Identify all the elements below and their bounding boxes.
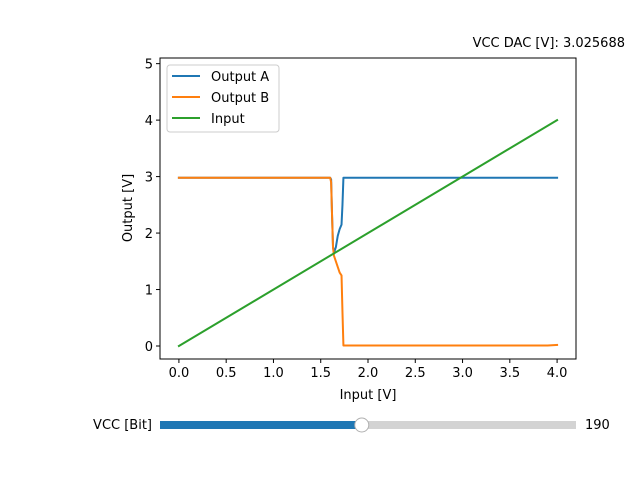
- series-layer: [177, 118, 559, 348]
- x-tick-label: 0.5: [216, 366, 237, 381]
- x-axis-label: Input [V]: [340, 388, 397, 403]
- x-tick-label: 0.0: [169, 366, 190, 381]
- legend-label: Output B: [211, 91, 269, 106]
- legend-label: Input: [211, 112, 245, 127]
- x-tick-label: 3.0: [452, 366, 473, 381]
- x-tick-label: 1.5: [310, 366, 331, 381]
- chart-title: VCC DAC [V]: 3.025688: [473, 36, 625, 51]
- series-line-output-b: [177, 176, 559, 347]
- x-axis-ticks: 0.0 0.5 1.0 1.5 2.0 2.5 3.0 3.5 4.0: [169, 359, 568, 381]
- series-line-input: [177, 118, 559, 348]
- y-axis-label: Output [V]: [121, 174, 136, 242]
- slider-label: VCC [Bit]: [93, 418, 152, 433]
- legend-label: Output A: [211, 70, 269, 85]
- x-tick-label: 4.0: [547, 366, 568, 381]
- x-tick-label: 1.0: [263, 366, 284, 381]
- plot-area: 0.0 0.5 1.0 1.5 2.0 2.5 3.0 3.5 4.0 0 1 2 3 4 5: [145, 57, 577, 381]
- x-tick-label: 3.5: [499, 366, 520, 381]
- slider-fill: [160, 421, 362, 429]
- y-tick-label: 5: [145, 58, 153, 73]
- y-tick-label: 4: [145, 114, 153, 129]
- legend-box: [166, 64, 280, 133]
- slider-handle[interactable]: [354, 417, 370, 433]
- legend: Output A Output B Input: [166, 64, 280, 133]
- legend-items: Output A Output B Input: [172, 70, 269, 127]
- y-axis-ticks: 0 1 2 3 4 5: [145, 58, 160, 355]
- x-tick-label: 2.5: [405, 366, 426, 381]
- y-tick-label: 1: [145, 284, 153, 299]
- vcc-slider[interactable]: VCC [Bit] 190: [93, 417, 610, 433]
- y-tick-label: 3: [145, 171, 153, 186]
- y-tick-label: 2: [145, 227, 153, 242]
- x-tick-label: 2.0: [358, 366, 379, 381]
- y-tick-label: 0: [145, 340, 153, 355]
- slider-value: 190: [585, 418, 610, 433]
